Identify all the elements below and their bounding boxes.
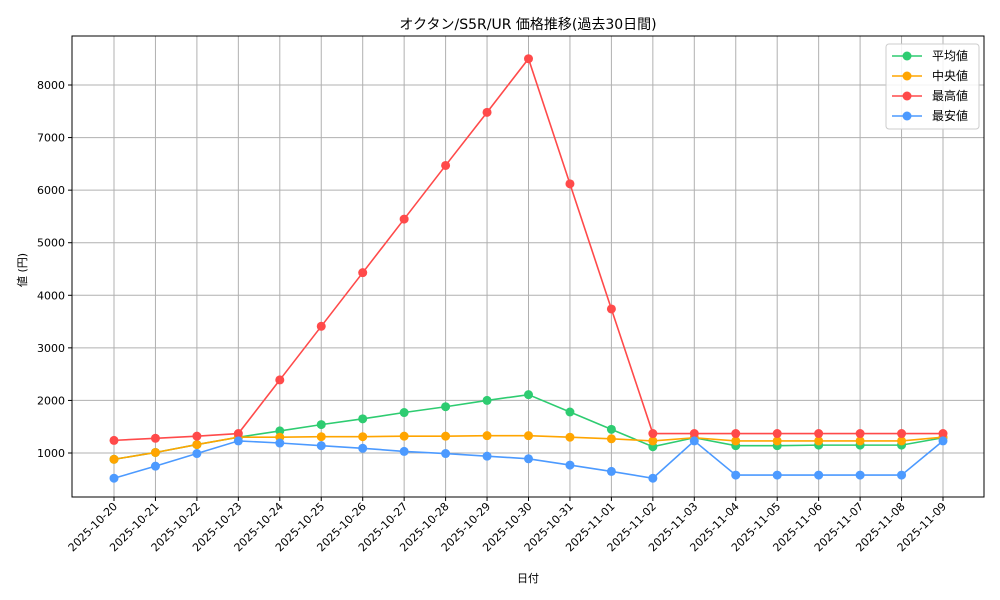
data-point — [441, 402, 451, 412]
data-point — [192, 440, 202, 450]
data-point — [855, 429, 865, 439]
series-3 — [109, 436, 948, 483]
data-point — [316, 441, 326, 451]
data-point — [150, 447, 160, 457]
y-tick-label: 8000 — [37, 79, 65, 92]
data-point — [524, 390, 533, 400]
data-point — [316, 321, 326, 331]
x-axis-label: 日付 — [517, 572, 539, 585]
data-point — [565, 432, 575, 442]
y-tick-label: 5000 — [37, 237, 65, 250]
data-point — [814, 436, 824, 446]
data-point — [731, 429, 741, 439]
data-point — [482, 431, 492, 441]
data-point — [233, 436, 243, 446]
data-point — [109, 473, 119, 483]
data-point — [689, 429, 699, 439]
data-point — [358, 414, 368, 424]
data-point — [565, 179, 575, 189]
data-point — [482, 107, 492, 117]
legend-marker — [902, 111, 912, 121]
data-point — [399, 408, 409, 418]
y-tick-label: 2000 — [37, 394, 65, 407]
data-point — [814, 429, 824, 439]
data-point — [606, 466, 616, 476]
data-point — [524, 431, 533, 441]
data-point — [441, 449, 451, 459]
data-point — [606, 434, 616, 444]
y-tick-label: 4000 — [37, 289, 65, 302]
data-point — [731, 436, 741, 446]
data-point — [938, 436, 948, 446]
data-point — [772, 429, 782, 439]
data-point — [938, 429, 948, 439]
data-point — [192, 431, 202, 441]
data-point — [524, 54, 533, 64]
data-point — [648, 473, 658, 483]
chart-title: オクタン/S5R/UR 価格推移(過去30日間) — [399, 17, 656, 33]
data-point — [399, 446, 409, 456]
data-point — [897, 429, 907, 439]
data-point — [814, 470, 824, 480]
data-point — [772, 436, 782, 446]
data-point — [689, 436, 699, 446]
data-point — [358, 432, 368, 442]
data-point — [192, 449, 202, 459]
data-point — [358, 443, 368, 453]
legend-marker — [902, 71, 912, 81]
x-axis: 2025-10-202025-10-212025-10-222025-10-23… — [66, 497, 949, 554]
data-point — [606, 424, 616, 434]
data-point — [524, 454, 533, 464]
data-point — [565, 460, 575, 470]
y-tick-label: 1000 — [37, 447, 65, 460]
data-point — [482, 395, 492, 405]
data-point — [109, 435, 119, 445]
data-point — [855, 436, 865, 446]
series-lines — [109, 54, 948, 483]
data-point — [441, 160, 451, 170]
data-point — [441, 431, 451, 441]
y-tick-label: 7000 — [37, 132, 65, 145]
legend-marker — [902, 91, 912, 101]
legend-label: 中央値 — [932, 68, 968, 83]
y-tick-label: 6000 — [37, 184, 65, 197]
series-0 — [109, 390, 948, 464]
series-2 — [109, 54, 948, 445]
data-point — [897, 436, 907, 446]
legend-marker — [902, 51, 912, 61]
data-point — [482, 451, 492, 461]
data-point — [855, 470, 865, 480]
data-point — [772, 470, 782, 480]
legend-label: 平均値 — [932, 48, 968, 63]
legend-label: 最安値 — [932, 108, 968, 123]
data-point — [150, 433, 160, 443]
data-point — [275, 375, 285, 385]
data-point — [233, 429, 243, 439]
data-point — [648, 429, 658, 439]
data-point — [606, 304, 616, 314]
data-point — [150, 461, 160, 471]
y-axis: 1000 2000 3000 4000 5000 6000 7000 8000 — [37, 79, 72, 460]
data-point — [316, 420, 326, 430]
data-point — [399, 214, 409, 224]
data-point — [399, 431, 409, 441]
data-point — [275, 438, 285, 448]
data-point — [358, 268, 368, 278]
y-tick-label: 3000 — [37, 342, 65, 355]
data-point — [897, 470, 907, 480]
data-point — [109, 454, 119, 464]
y-axis-label: 値 (円) — [16, 253, 29, 287]
data-point — [731, 470, 741, 480]
data-point — [316, 432, 326, 442]
legend-label: 最高値 — [932, 88, 968, 103]
data-point — [648, 436, 658, 446]
data-point — [565, 407, 575, 417]
grid — [72, 36, 984, 497]
data-point — [275, 426, 285, 436]
series-1 — [109, 431, 948, 464]
